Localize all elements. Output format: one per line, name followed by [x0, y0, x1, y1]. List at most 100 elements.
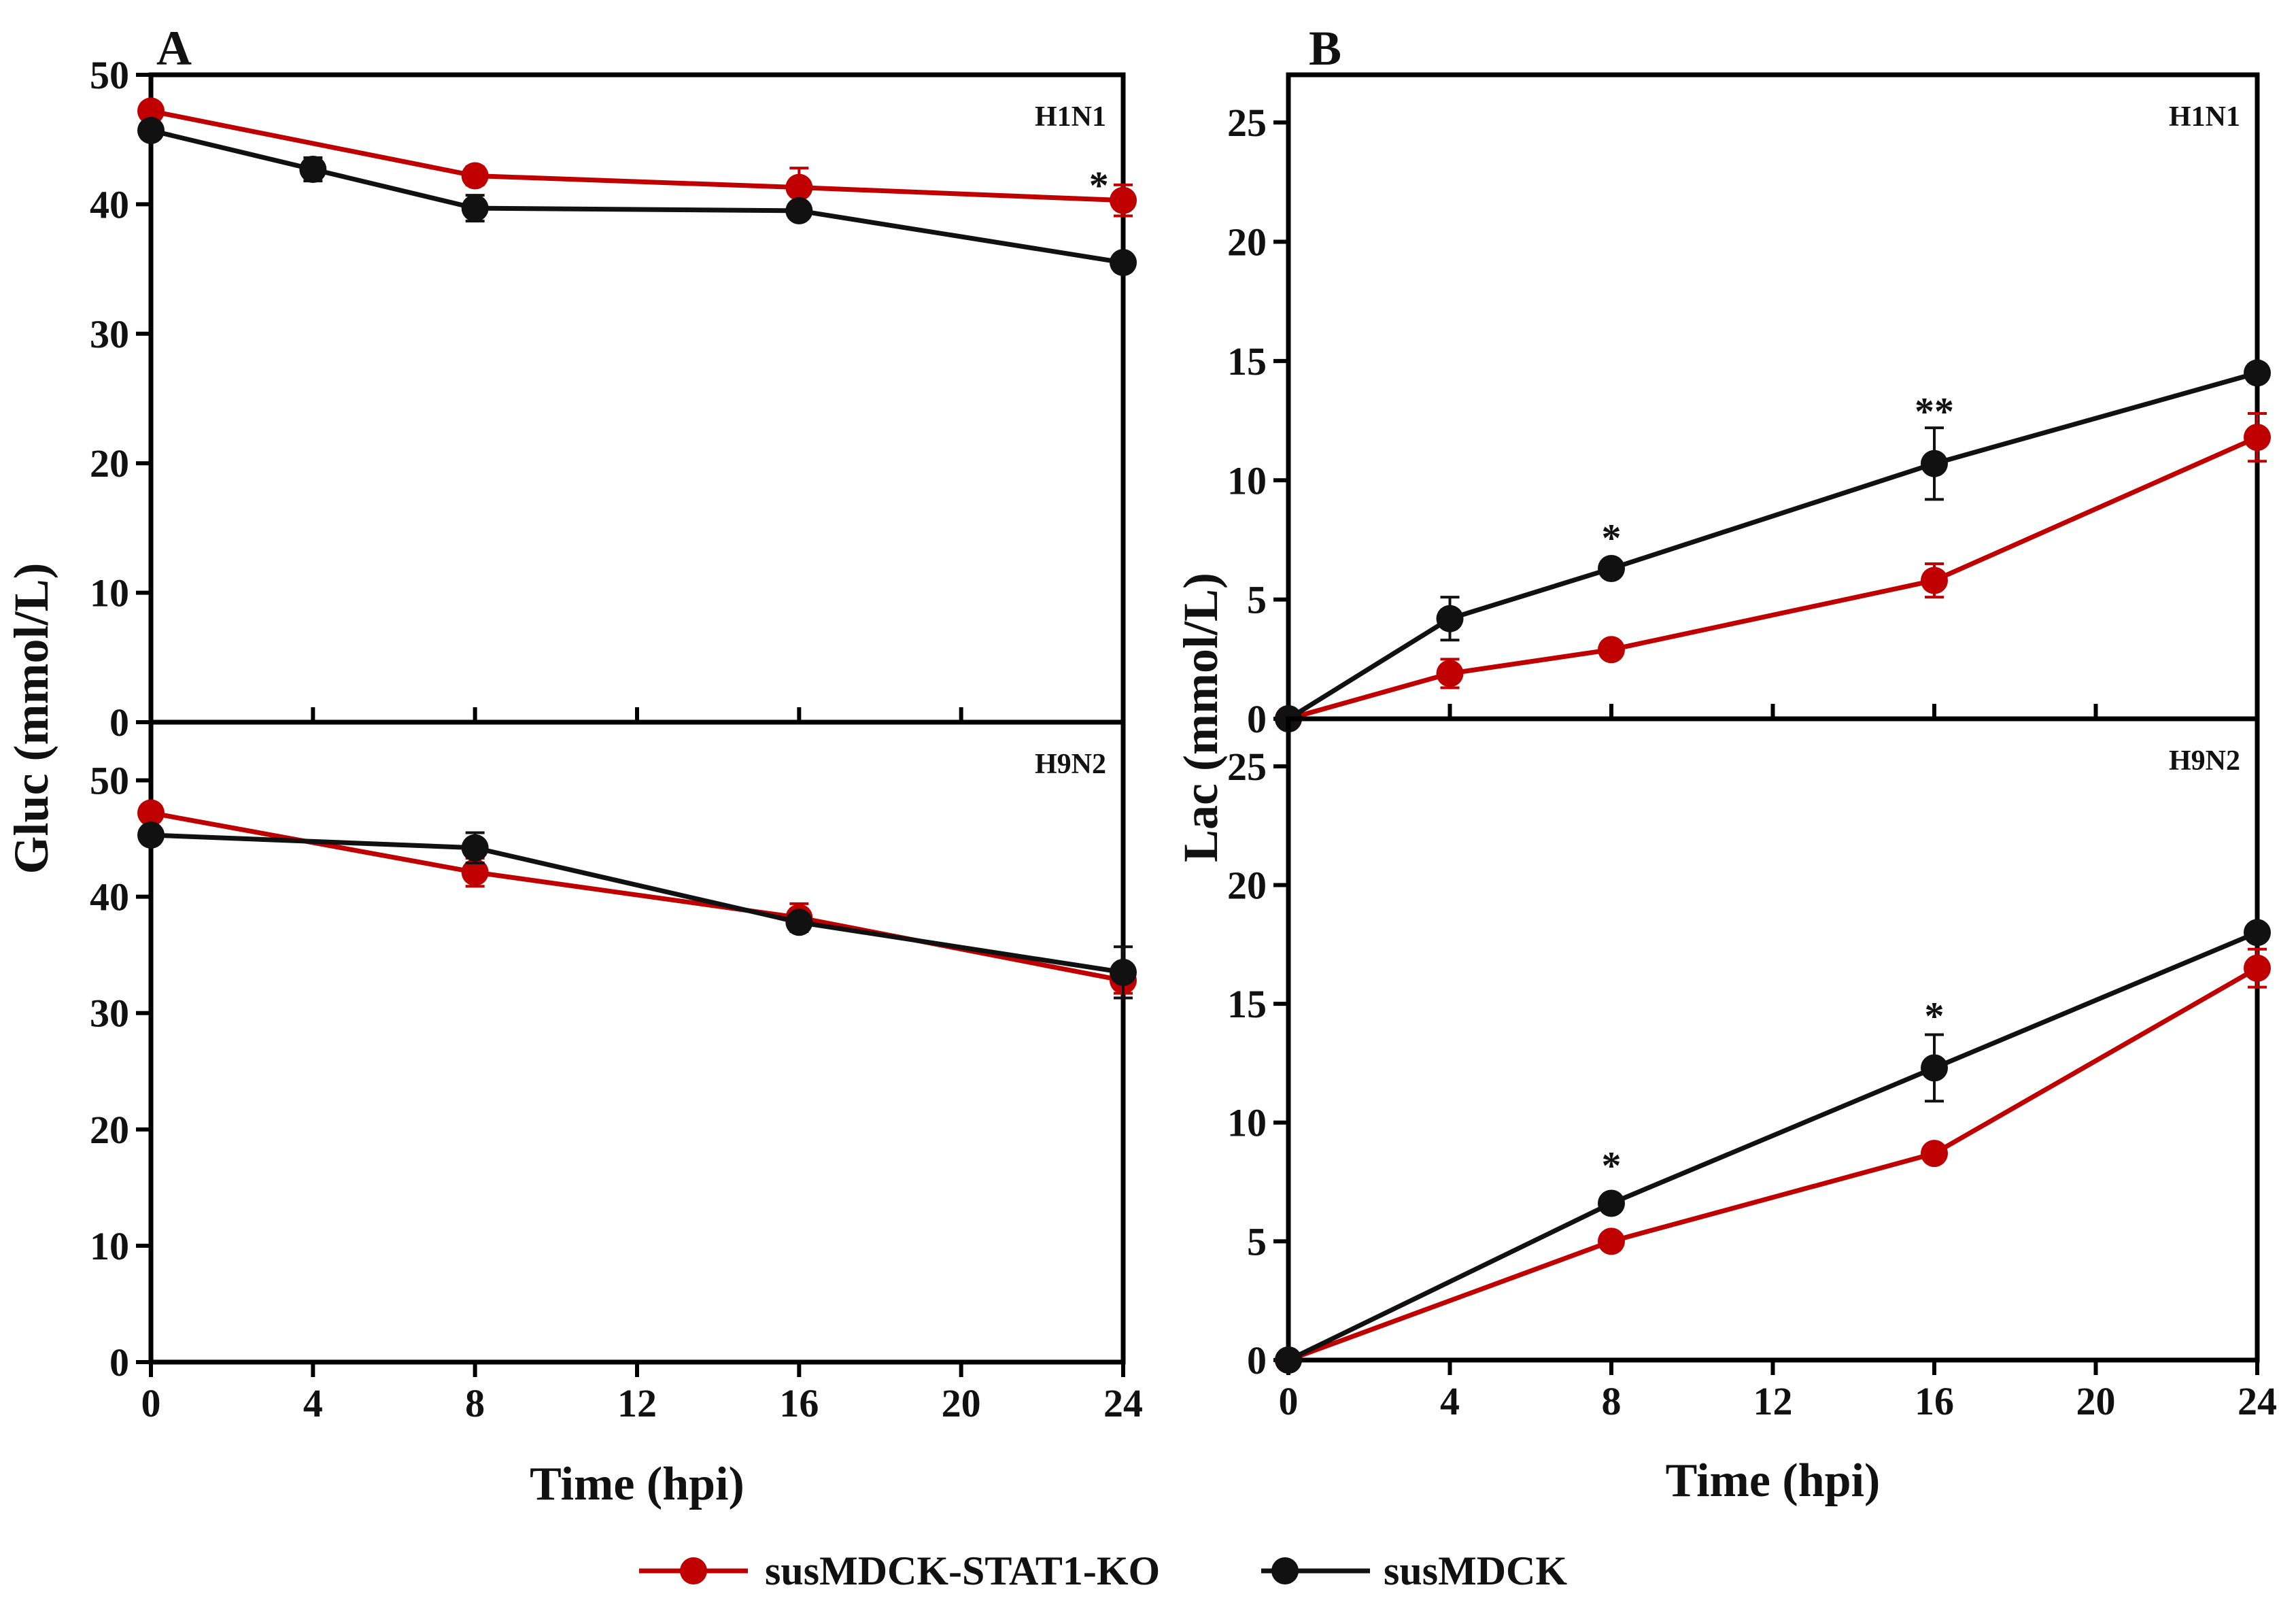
x-tick-label: 24: [1103, 1381, 1143, 1425]
x-tick-label: 0: [141, 1381, 161, 1425]
series-wt-point: [461, 194, 489, 222]
x-tick-label: 12: [617, 1381, 657, 1425]
panel-a-subplot-h1n1: 0 10 20 30 40 50 H1N1 *: [90, 53, 1137, 745]
x-tick-label: 16: [779, 1381, 819, 1425]
legend-swatch-wt-marker: [1271, 1557, 1299, 1584]
series-ko-line: [1287, 966, 2259, 1363]
y-tick-label: 0: [109, 700, 129, 745]
significance-marker: *: [1089, 163, 1109, 207]
series-ko-point: [1110, 186, 1137, 214]
series-ko-point: [461, 858, 489, 886]
series-wt-point: [2244, 359, 2271, 387]
y-tick-label: 0: [1247, 697, 1267, 741]
series-wt-point: [1110, 958, 1137, 986]
series-wt-point: [1436, 605, 1464, 632]
y-tick-label: 20: [90, 1108, 129, 1152]
panel-a-h9n2-title: H9N2: [1035, 749, 1106, 780]
series-wt-point: [299, 155, 327, 183]
series-ko-point: [461, 162, 489, 190]
y-tick-label: 40: [90, 875, 129, 919]
y-tick-label: 50: [90, 53, 129, 97]
legend-item-ko: susMDCK-STAT1-KO: [639, 1548, 1160, 1593]
x-tick-label: 8: [465, 1381, 485, 1425]
series-wt-point: [1598, 1189, 1625, 1217]
significance-marker: **: [1915, 390, 1954, 434]
legend: susMDCK-STAT1-KO susMDCK: [639, 1548, 1567, 1593]
x-tick-label: 16: [1915, 1379, 1954, 1423]
panel-a-h1n1-title: H1N1: [1035, 101, 1106, 133]
panel-a-subplot-h9n2: 0 10 20 30 40 50 0 4 8 12 16 20 24 H9N2: [90, 719, 1143, 1425]
x-tick-label: 4: [1440, 1379, 1460, 1423]
panel-a-xlabel: Time (hpi): [530, 1458, 744, 1510]
panel-b-xlabel: Time (hpi): [1666, 1455, 1881, 1507]
y-tick-label: 25: [1227, 745, 1267, 789]
y-tick-label: 5: [1247, 1219, 1267, 1264]
series-wt-point: [137, 116, 165, 144]
series-wt-point: [1598, 555, 1625, 583]
x-tick-label: 20: [2076, 1379, 2116, 1423]
series-ko-point: [137, 799, 165, 827]
x-tick-label: 0: [1279, 1379, 1299, 1423]
panel-a-h9n2-frame: [148, 719, 1126, 1365]
y-tick-label: 15: [1227, 339, 1267, 384]
y-tick-label: 5: [1247, 578, 1267, 622]
y-tick-label: 30: [90, 312, 129, 356]
x-tick-label: 8: [1602, 1379, 1622, 1423]
panel-a-ylabel: Gluc (mmol/L): [4, 563, 58, 875]
panel-b-h1n1-title: H1N1: [2169, 101, 2240, 133]
panel-b-letter: B: [1309, 21, 1341, 75]
significance-marker: *: [1925, 994, 1944, 1038]
x-tick-label: 20: [942, 1381, 981, 1425]
y-tick-label: 15: [1227, 982, 1267, 1026]
series-wt-point: [137, 821, 165, 849]
series-ko-point: [1921, 566, 1948, 594]
y-tick-label: 30: [90, 991, 129, 1036]
series-wt-point: [2244, 919, 2271, 947]
y-tick-label: 25: [1227, 101, 1267, 145]
series-ko-point: [1598, 1227, 1625, 1255]
series-wt-point: [785, 197, 813, 224]
y-tick-label: 10: [90, 1224, 129, 1268]
series-wt-point: [461, 834, 489, 862]
x-tick-label: 4: [303, 1381, 323, 1425]
series-ko-point: [2244, 954, 2271, 982]
y-tick-label: 50: [90, 759, 129, 803]
y-tick-label: 10: [1227, 458, 1267, 503]
series-wt-point: [785, 909, 813, 936]
series-wt-point: [1921, 450, 1948, 477]
series-ko-point: [1598, 636, 1625, 664]
panel-a-letter: A: [156, 21, 192, 75]
significance-marker: *: [1602, 515, 1622, 560]
series-wt-line: [1287, 930, 2259, 1363]
significance-marker: *: [1602, 1144, 1622, 1188]
series-ko-point: [2244, 424, 2271, 452]
panel-a-h1n1-frame: [148, 72, 1126, 725]
series-ko-point: [785, 173, 813, 201]
y-tick-label: 20: [90, 441, 129, 486]
y-tick-label: 0: [109, 1340, 129, 1385]
series-wt-point: [1110, 249, 1137, 277]
series-ko-point: [1436, 660, 1464, 688]
series-wt-point: [1275, 1346, 1302, 1374]
legend-item-wt: susMDCK: [1261, 1548, 1567, 1593]
legend-label-wt: susMDCK: [1384, 1548, 1567, 1593]
panel-b-ylabel: Lac (mmol/L): [1173, 573, 1228, 862]
y-tick-label: 10: [1227, 1101, 1267, 1145]
panel-b-h1n1-frame: [1286, 72, 2260, 722]
panel-b-subplot-h9n2: 0 5 10 15 20 25 0 4 8 12 16 20 24 H9N2 * *: [1227, 716, 2277, 1423]
y-tick-label: 40: [90, 182, 129, 226]
series-ko-point: [137, 97, 165, 125]
series-ko-point: [1921, 1140, 1948, 1168]
series-ko-line: [150, 811, 1124, 983]
y-tick-label: 20: [1227, 863, 1267, 907]
series-wt-line: [1287, 371, 2258, 721]
series-wt-line: [150, 832, 1124, 975]
x-tick-label: 24: [2238, 1379, 2277, 1423]
panel-b-h9n2-frame: [1286, 716, 2260, 1363]
y-tick-label: 0: [1247, 1338, 1267, 1383]
series-wt-point: [1921, 1054, 1948, 1082]
